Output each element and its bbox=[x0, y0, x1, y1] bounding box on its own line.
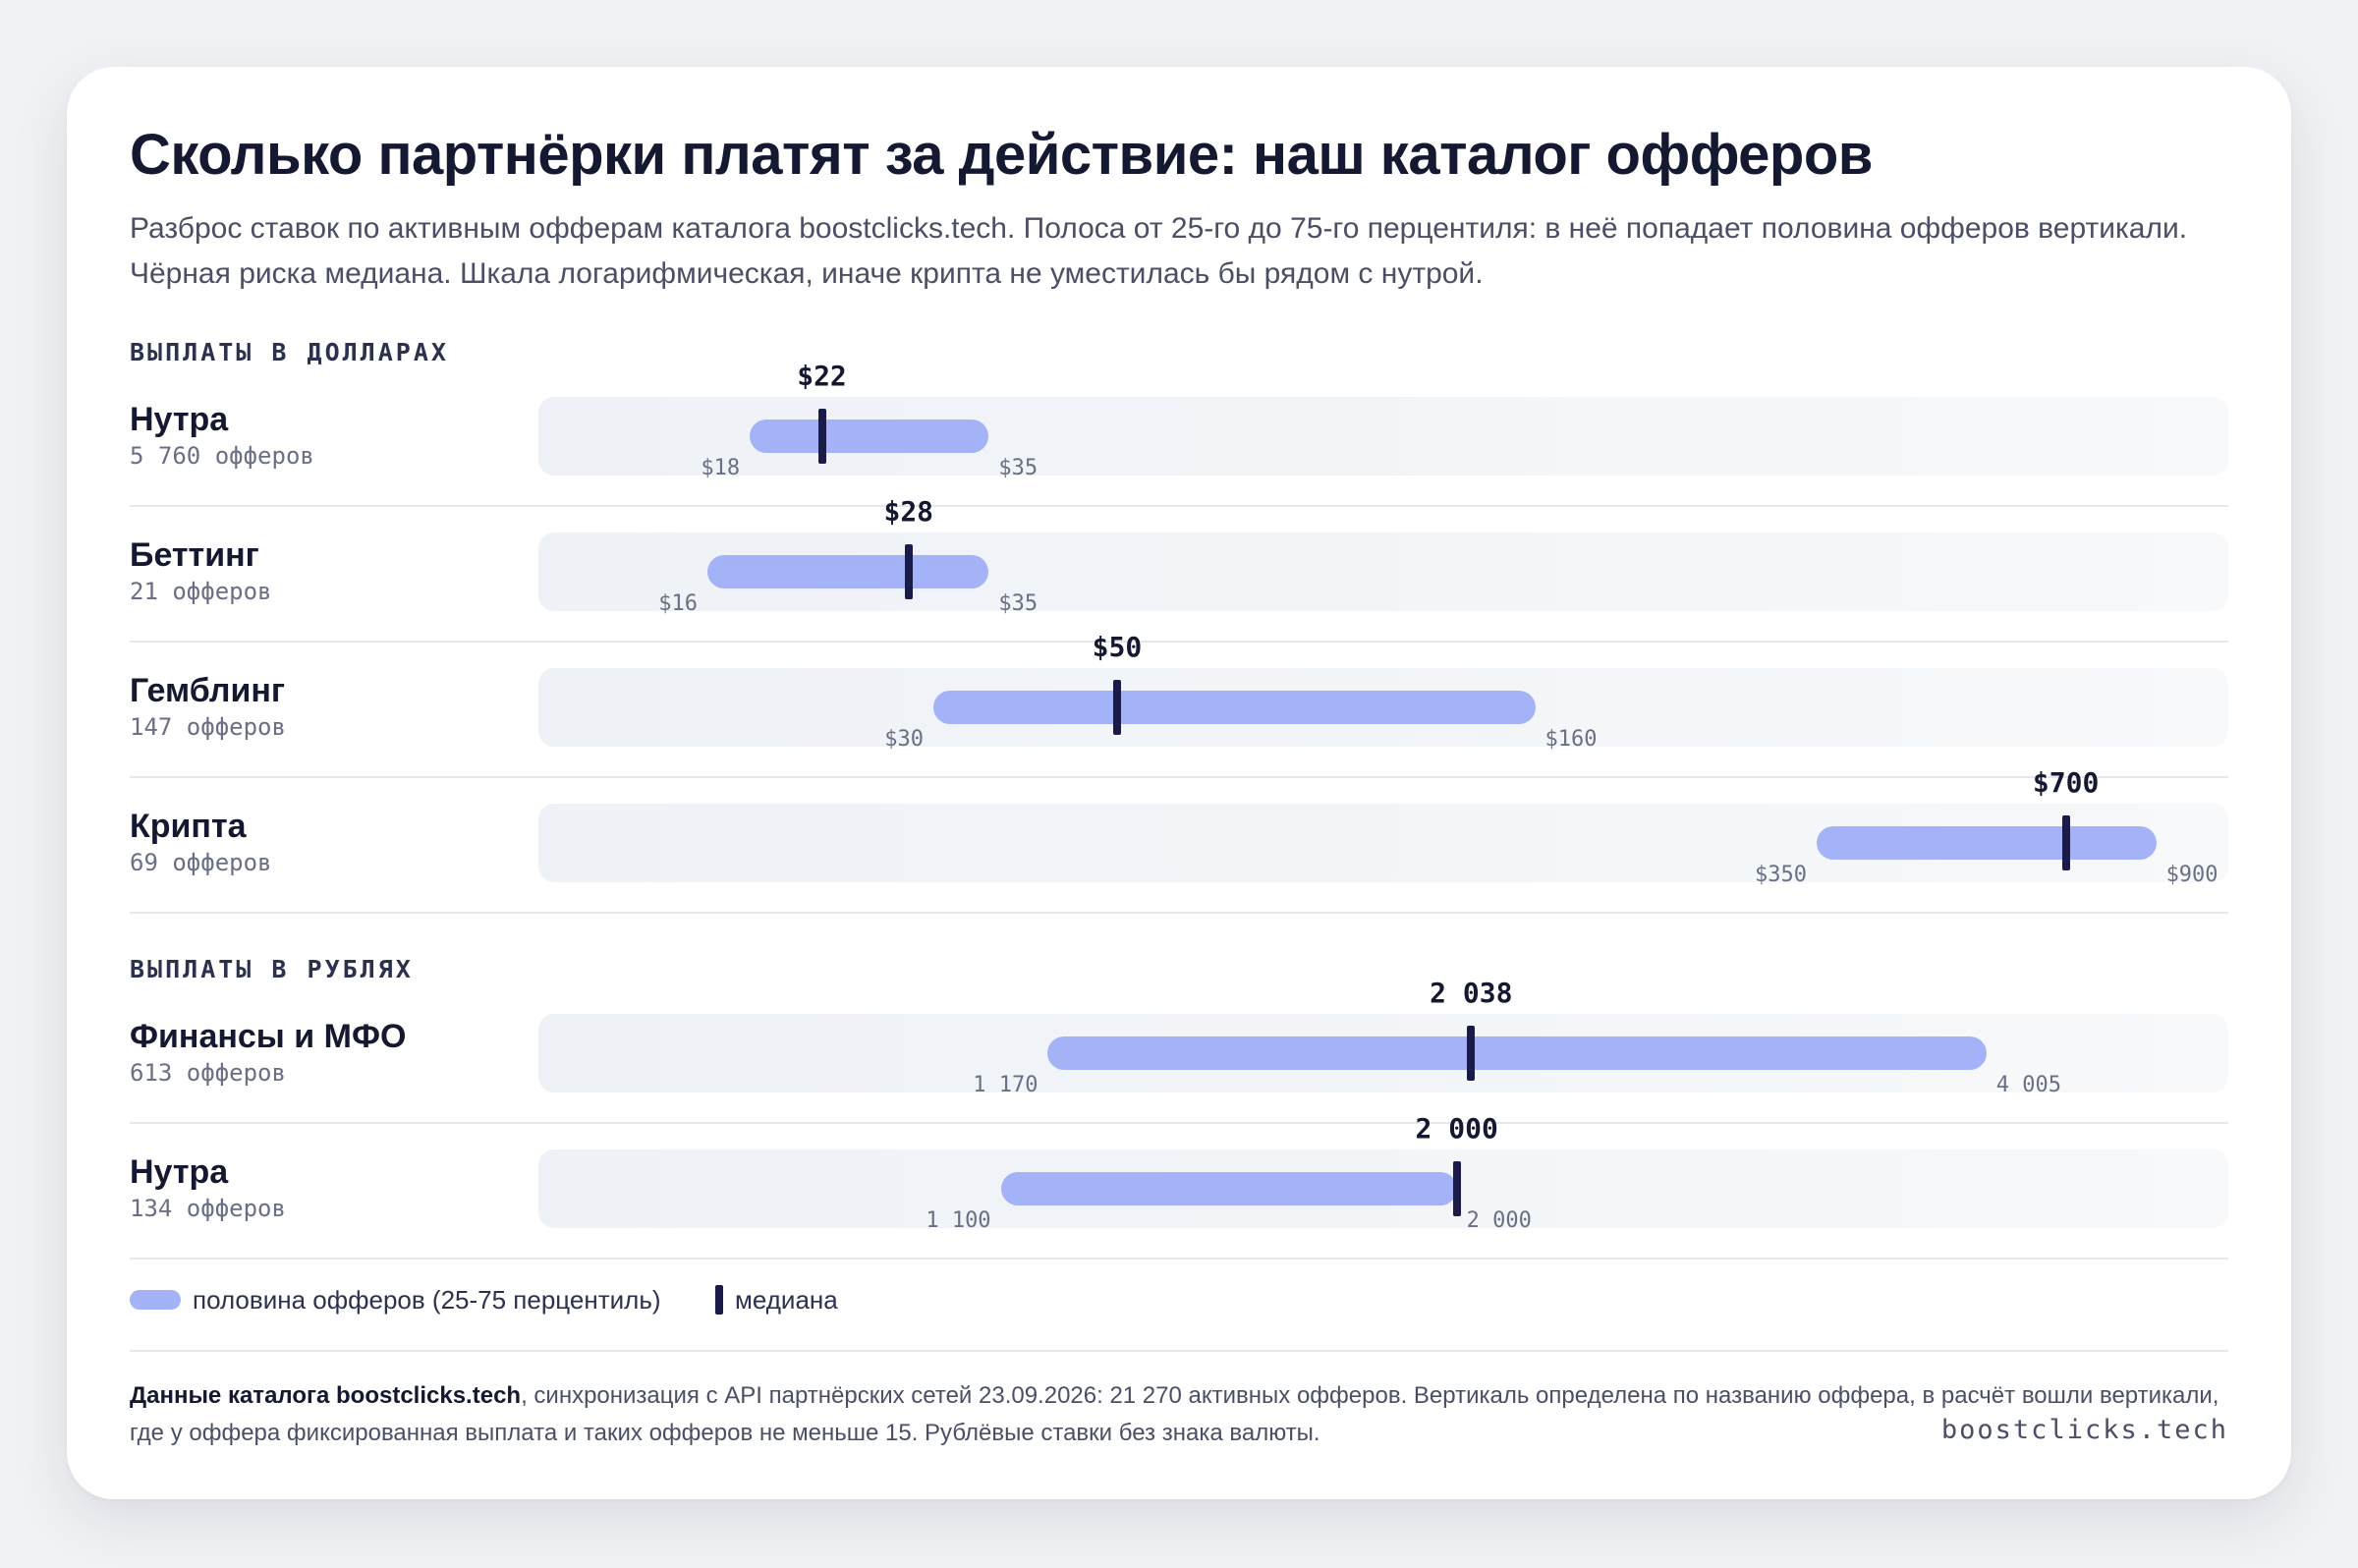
row-count: 69 офферов bbox=[130, 849, 272, 876]
row-count: 134 офферов bbox=[130, 1195, 286, 1222]
iqr-bar bbox=[706, 555, 989, 588]
chart-title: Сколько партнёрки платят за действие: на… bbox=[130, 123, 1873, 187]
p25-label: $16 bbox=[658, 591, 698, 616]
median-label: $700 bbox=[2032, 766, 2100, 799]
median-label: 2 038 bbox=[1430, 977, 1513, 1009]
p25-label: $30 bbox=[884, 727, 925, 752]
brand-label: boostclicks.tech bbox=[1940, 1415, 2228, 1445]
row-divider bbox=[130, 912, 2228, 914]
iqr-bar bbox=[1047, 1036, 1987, 1070]
median-tick bbox=[1112, 680, 1121, 735]
row-divider bbox=[130, 505, 2228, 507]
row-divider bbox=[130, 641, 2228, 643]
row-divider bbox=[130, 776, 2228, 778]
iqr-bar bbox=[1000, 1172, 1457, 1205]
footer-note: Данные каталога boostclicks.tech, синхро… bbox=[130, 1377, 2232, 1452]
row-divider bbox=[130, 1122, 2228, 1124]
p75-label: 2 000 bbox=[1466, 1208, 1532, 1233]
legend-bar-label: половина офферов (25-75 перцентиль) bbox=[193, 1285, 661, 1315]
median-label: $28 bbox=[883, 495, 934, 528]
section-label: ВЫПЛАТЫ В ДОЛЛАРАХ bbox=[130, 338, 449, 366]
row-count: 147 офферов bbox=[130, 713, 286, 741]
row-count: 21 офферов bbox=[130, 578, 272, 605]
legend-median-swatch bbox=[715, 1285, 723, 1315]
row-count: 5 760 офферов bbox=[130, 442, 314, 470]
iqr-bar bbox=[1816, 826, 2157, 860]
chart-card bbox=[67, 67, 2291, 1499]
section-label: ВЫПЛАТЫ В РУБЛЯХ bbox=[130, 955, 414, 983]
median-tick bbox=[1452, 1161, 1461, 1216]
iqr-bar bbox=[933, 691, 1536, 724]
p75-label: $35 bbox=[998, 456, 1039, 480]
median-label: $50 bbox=[1092, 631, 1143, 663]
footer-text: , синхронизация с API партнёрских сетей … bbox=[130, 1382, 2219, 1446]
median-tick bbox=[1467, 1026, 1476, 1081]
row-count: 613 офферов bbox=[130, 1059, 286, 1087]
median-tick bbox=[2061, 815, 2070, 870]
median-label: $22 bbox=[797, 360, 847, 392]
p75-label: $900 bbox=[2165, 863, 2218, 887]
row-name: Гемблинг bbox=[130, 672, 286, 709]
median-tick bbox=[817, 409, 826, 464]
p25-label: 1 170 bbox=[973, 1073, 1039, 1097]
p25-label: $18 bbox=[701, 456, 741, 480]
row-name: Нутра bbox=[130, 401, 229, 438]
footer-bold: Данные каталога boostclicks.tech bbox=[130, 1382, 522, 1409]
row-divider bbox=[130, 1258, 2228, 1260]
row-name: Финансы и МФО bbox=[130, 1018, 407, 1055]
iqr-bar bbox=[750, 420, 989, 453]
legend-median-label: медиана bbox=[735, 1285, 838, 1315]
row-name: Беттинг bbox=[130, 536, 259, 574]
p75-label: $35 bbox=[998, 591, 1039, 616]
footer-divider bbox=[130, 1350, 2228, 1352]
legend-bar-swatch bbox=[130, 1290, 181, 1310]
chart-subtitle: Разброс ставок по активным офферам катал… bbox=[130, 212, 2188, 290]
p25-label: $350 bbox=[1755, 863, 1807, 887]
p25-label: 1 100 bbox=[926, 1208, 991, 1233]
median-label: 2 000 bbox=[1415, 1112, 1498, 1145]
median-tick bbox=[904, 544, 913, 599]
row-name: Крипта bbox=[130, 808, 247, 845]
p75-label: $160 bbox=[1544, 727, 1598, 752]
row-name: Нутра bbox=[130, 1153, 229, 1191]
p75-label: 4 005 bbox=[1995, 1073, 2061, 1097]
